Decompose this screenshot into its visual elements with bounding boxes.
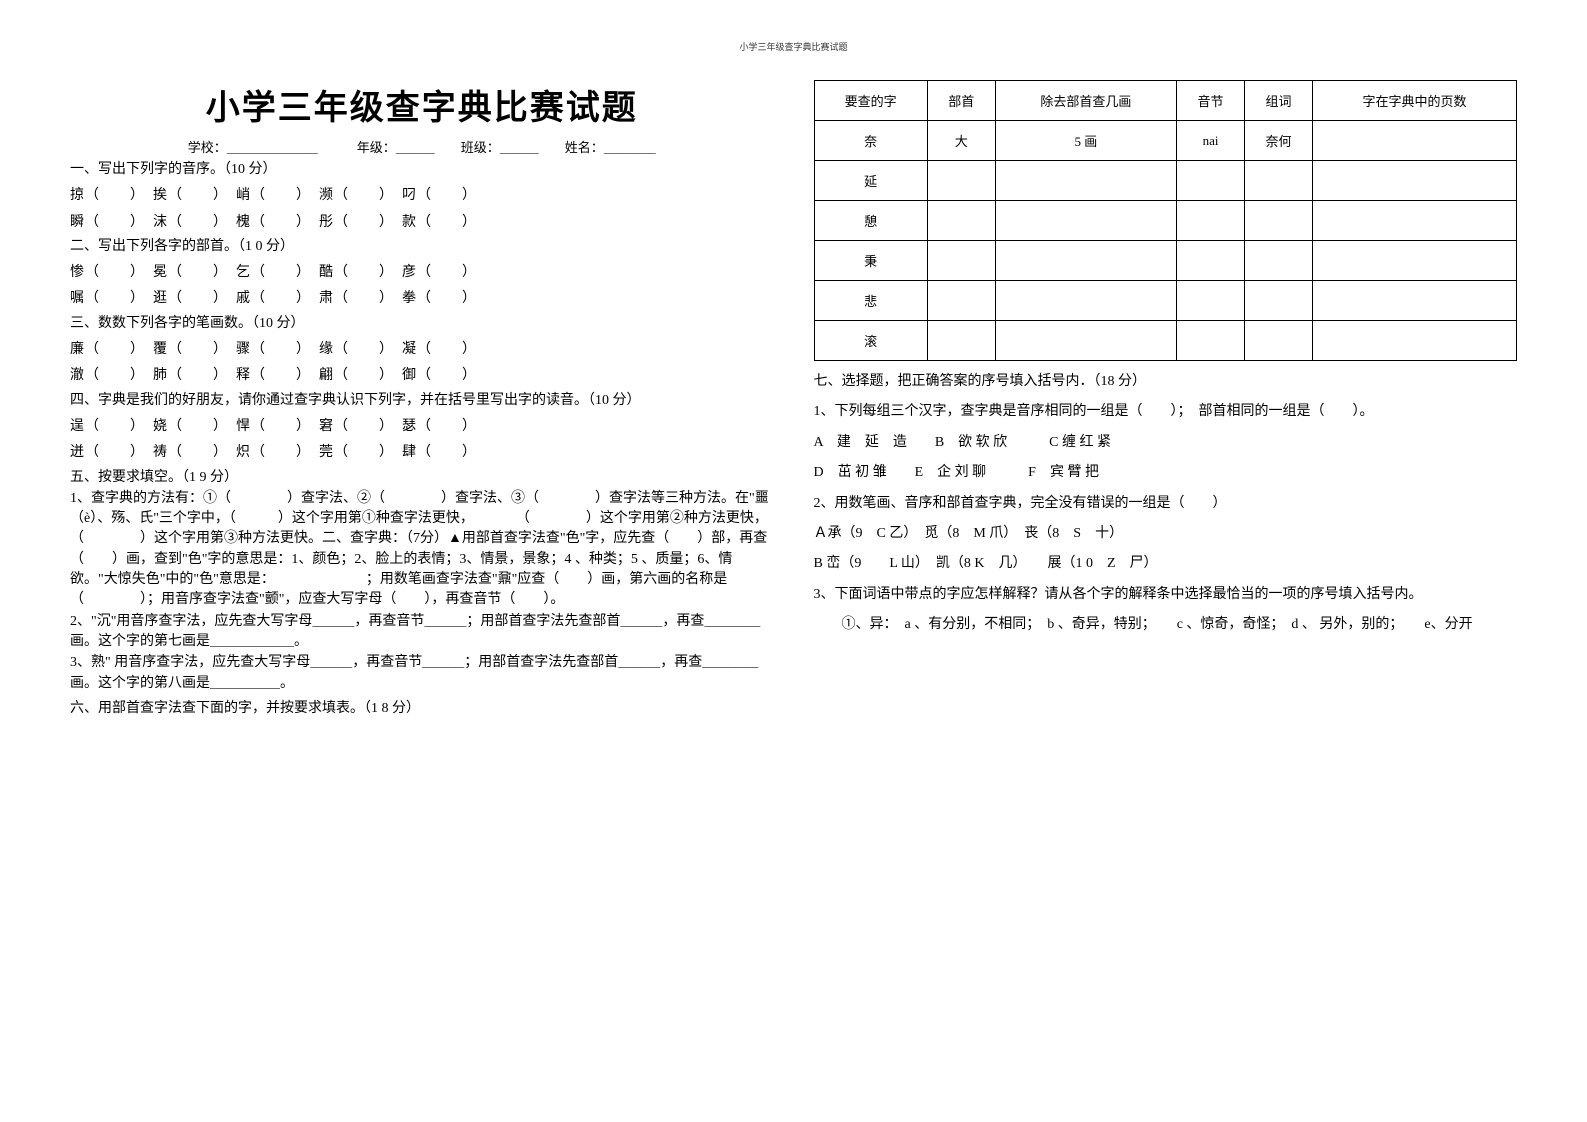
table-row: 秉 <box>814 241 1517 281</box>
student-info-line: 学校：＿＿＿＿＿＿＿ 年级：＿＿＿ 班级：＿＿＿ 姓名：＿＿＿＿ <box>70 137 774 156</box>
table-cell: 奈 <box>814 121 927 161</box>
section-3: 三、数数下列各字的笔画数。（10 分） 廉（ ） 覆（ ） 骤（ ） 缘（ ） … <box>70 314 774 387</box>
table-cell <box>995 321 1176 361</box>
table-cell <box>1313 281 1517 321</box>
table-cell <box>1313 121 1517 161</box>
main-title: 小学三年级查字典比赛试题 <box>70 80 774 129</box>
section-3-heading: 三、数数下列各字的笔画数。（10 分） <box>70 314 774 334</box>
table-cell <box>995 201 1176 241</box>
table-cell <box>1313 201 1517 241</box>
table-row: 滚 <box>814 321 1517 361</box>
table-cell: 憩 <box>814 201 927 241</box>
table-cell: 延 <box>814 161 927 201</box>
section-4: 四、字典是我们的好朋友，请你通过查字典认识下列字，并在括号里写出字的读音。（10… <box>70 391 774 464</box>
section-7-heading: 七、选择题，把正确答案的序号填入括号内．（18 分） <box>814 371 1518 393</box>
th-word: 组词 <box>1245 81 1313 121</box>
section-4-heading: 四、字典是我们的好朋友，请你通过查字典认识下列字，并在括号里写出字的读音。（10… <box>70 391 774 411</box>
table-cell <box>1245 281 1313 321</box>
section-2-line-2: 嘱（ ） 逛（ ） 戚（ ） 肃（ ） 拳（ ） <box>70 289 774 309</box>
q7-1: 1、下列每组三个汉字，查字典是音序相同的一组是（ ）； 部首相同的一组是（ ）。 <box>814 401 1518 423</box>
th-page: 字在字典中的页数 <box>1313 81 1517 121</box>
section-1: 一、写出下列字的音序。（10 分） 掠（ ） 挨（ ） 峭（ ） 濒（ ） 叼（… <box>70 160 774 233</box>
table-row: 悲 <box>814 281 1517 321</box>
section-5-p3: 3、熟" 用音序查字法，应先查大写字母＿＿＿，再查音节＿＿＿；用部首查字法先查部… <box>70 653 774 694</box>
section-1-line-1: 掠（ ） 挨（ ） 峭（ ） 濒（ ） 叼（ ） <box>70 186 774 206</box>
th-radical: 部首 <box>927 81 995 121</box>
table-cell <box>995 241 1176 281</box>
q7-3: 3、下面词语中带点的字应怎样解释？请从各个字的解释条中选择最恰当的一项的序号填入… <box>814 584 1518 606</box>
table-cell <box>1313 161 1517 201</box>
table-cell <box>927 321 995 361</box>
section-2-heading: 二、写出下列各字的部首。（1 0 分） <box>70 237 774 257</box>
table-cell <box>927 281 995 321</box>
section-4-line-2: 迸（ ） 祷（ ） 炽（ ） 莞（ ） 肆（ ） <box>70 443 774 463</box>
section-4-line-1: 逞（ ） 娆（ ） 悍（ ） 窘（ ） 瑟（ ） <box>70 417 774 437</box>
table-cell <box>1313 321 1517 361</box>
section-7: 七、选择题，把正确答案的序号填入括号内．（18 分） 1、下列每组三个汉字，查字… <box>814 371 1518 637</box>
q7-2: 2、用数笔画、音序和部首查字典，完全没有错误的一组是（ ） <box>814 493 1518 515</box>
section-3-line-2: 澈（ ） 肺（ ） 释（ ） 翩（ ） 御（ ） <box>70 366 774 386</box>
table-cell: 5 画 <box>995 121 1176 161</box>
table-row: 延 <box>814 161 1517 201</box>
section-6-heading: 六、用部首查字法查下面的字，并按要求填表。（1 8 分） <box>70 698 774 719</box>
th-char: 要查的字 <box>814 81 927 121</box>
section-1-line-2: 瞬（ ） 沫（ ） 槐（ ） 彤（ ） 款（ ） <box>70 213 774 233</box>
table-row: 憩 <box>814 201 1517 241</box>
table-cell <box>927 161 995 201</box>
table-cell <box>1177 281 1245 321</box>
th-strokes: 除去部首查几画 <box>995 81 1176 121</box>
table-cell <box>1177 321 1245 361</box>
th-syllable: 音节 <box>1177 81 1245 121</box>
table-cell <box>1177 241 1245 281</box>
table-cell: 滚 <box>814 321 927 361</box>
table-cell <box>1313 241 1517 281</box>
section-1-heading: 一、写出下列字的音序。（10 分） <box>70 160 774 180</box>
table-header-row: 要查的字 部首 除去部首查几画 音节 组词 字在字典中的页数 <box>814 81 1517 121</box>
right-column: 要查的字 部首 除去部首查几画 音节 组词 字在字典中的页数 奈大5 画nai奈… <box>814 30 1518 1092</box>
table-cell <box>1245 201 1313 241</box>
q7-2-opts-b: B 峦（9 L 山） 凯（8 K 几） 展（1 0 Z 尸） <box>814 553 1518 575</box>
table-cell <box>1245 161 1313 201</box>
lookup-table: 要查的字 部首 除去部首查几画 音节 组词 字在字典中的页数 奈大5 画nai奈… <box>814 80 1518 361</box>
q7-1-opts-b: D 茁 初 雏 E 企 刘 聊 F 宾 臂 把 <box>814 462 1518 484</box>
section-2-line-1: 惨（ ） 冕（ ） 乞（ ） 酷（ ） 彦（ ） <box>70 263 774 283</box>
left-column: 小学三年级查字典比赛试题 学校：＿＿＿＿＿＿＿ 年级：＿＿＿ 班级：＿＿＿ 姓名… <box>70 30 774 1092</box>
table-cell <box>927 201 995 241</box>
table-cell <box>995 161 1176 201</box>
section-5-p2: 2、"沉"用音序查字法，应先查大写字母＿＿＿，再查音节＿＿＿；用部首查字法先查部… <box>70 612 774 653</box>
section-5: 五、按要求填空。（1 9 分） 1、查字典的方法有：①（ ）查字法、②（ ）查字… <box>70 468 774 694</box>
section-2: 二、写出下列各字的部首。（1 0 分） 惨（ ） 冕（ ） 乞（ ） 酷（ ） … <box>70 237 774 310</box>
page-header-small: 小学三年级查字典比赛试题 <box>739 40 847 53</box>
section-6: 六、用部首查字法查下面的字，并按要求填表。（1 8 分） <box>70 698 774 719</box>
table-row: 奈大5 画nai奈何 <box>814 121 1517 161</box>
table-cell <box>995 281 1176 321</box>
table-cell <box>927 241 995 281</box>
table-cell: nai <box>1177 121 1245 161</box>
table-cell <box>1177 161 1245 201</box>
table-cell <box>1245 241 1313 281</box>
section-5-heading: 五、按要求填空。（1 9 分） <box>70 468 774 488</box>
table-cell: 秉 <box>814 241 927 281</box>
table-cell: 悲 <box>814 281 927 321</box>
q7-1-opts-a: A 建 延 造 B 欲 软 欣 C 缠 红 紧 <box>814 432 1518 454</box>
table-cell <box>1245 321 1313 361</box>
q7-2-opts-a: Ａ承（9 C 乙） 觅（8 M 爪） 丧（8 S 十） <box>814 523 1518 545</box>
section-5-p1: 1、查字典的方法有：①（ ）查字法、②（ ）查字法、③（ ）查字法等三种方法。在… <box>70 489 774 611</box>
section-3-line-1: 廉（ ） 覆（ ） 骤（ ） 缘（ ） 凝（ ） <box>70 340 774 360</box>
table-cell: 奈何 <box>1245 121 1313 161</box>
table-cell <box>1177 201 1245 241</box>
table-cell: 大 <box>927 121 995 161</box>
q7-3-a: ①、异： a 、有分别，不相同； b 、奇异，特别； c 、惊奇，奇怪； d 、… <box>842 614 1518 636</box>
